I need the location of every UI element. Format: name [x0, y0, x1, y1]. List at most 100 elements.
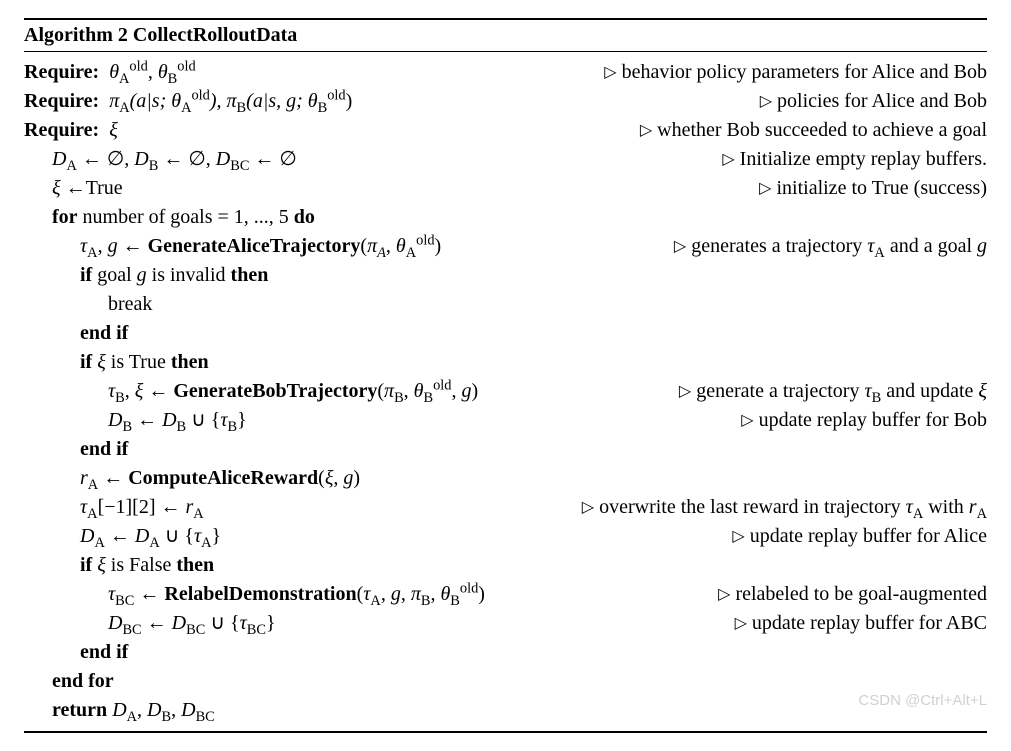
gen-alice: GenerateAliceTrajectory [148, 235, 361, 257]
gen-alice-comment-post: and a goal [885, 235, 977, 257]
arrow10: ← [110, 525, 130, 547]
algorithm-title: Algorithm 2 CollectRolloutData [24, 20, 987, 52]
g5: g [343, 467, 353, 489]
sub-a5: A [87, 245, 97, 261]
tau-b3: τ [220, 409, 227, 431]
sub-a14: A [149, 535, 159, 551]
sub-bc2: BC [115, 593, 134, 609]
gen-alice-comment-pre: generates a trajectory [691, 235, 867, 257]
ret-dbc: D [181, 699, 195, 721]
xi-true: True [86, 177, 123, 199]
sub-bc5: BC [247, 622, 266, 638]
g3: g [137, 264, 147, 286]
sub-b3: B [318, 100, 328, 116]
kw-require2: Require: [24, 90, 99, 112]
sym-pi-a: π [109, 90, 119, 112]
sub-a6: A [406, 245, 416, 261]
sym-xi3: ξ [97, 351, 106, 373]
cal-d-a: D [52, 148, 66, 170]
update-alice-comment: update replay buffer for Alice [750, 525, 987, 547]
update-abc-comment: update replay buffer for ABC [752, 612, 987, 634]
overwrite-pre: overwrite the last reward in trajectory [599, 496, 906, 518]
tri-icon9: ▷ [582, 499, 594, 516]
tri-icon7: ▷ [679, 383, 691, 400]
req2-args2: ), π [210, 90, 237, 112]
require-line-2: Require: πA(a|s; θAold), πB(a|s, g; θBol… [24, 87, 987, 116]
sub-b11: B [228, 419, 238, 435]
kw-endif2: end if [80, 438, 128, 460]
sub-a13: A [94, 535, 104, 551]
relabel-line: τBC ← RelabelDemonstration(τA, g, πB, θB… [24, 580, 987, 609]
break-line: break [24, 290, 987, 319]
init-buffers-comment: Initialize empty replay buffers. [740, 148, 987, 170]
sub-a2: A [119, 100, 129, 116]
sym-xi2: ξ [52, 177, 61, 199]
endif-1: end if [24, 319, 987, 348]
sub-a4: A [66, 158, 76, 174]
is-invalid: is invalid [147, 264, 226, 286]
init-buffers-line: DA ← ∅, DB ← ∅, DBC ← ∅ ▷ Initialize emp… [24, 145, 987, 174]
ret-sub-b: B [162, 709, 172, 725]
theta5: θ [440, 583, 450, 605]
req2-args3: (a|s, g; θ [246, 90, 317, 112]
dbc-update-line: DBC ← DBC ∪ {τBC} ▷ update replay buffer… [24, 609, 987, 638]
pi-a2: π [367, 235, 377, 257]
sym-xi: ξ [109, 119, 118, 141]
gen-bob-pre: generate a trajectory [696, 380, 864, 402]
title-prefix: Algorithm 2 [24, 24, 128, 46]
kw-require3: Require: [24, 119, 99, 141]
gen-alice-line: τA, g ← GenerateAliceTrajectory(πA, θAol… [24, 232, 987, 261]
sub-a15: A [201, 535, 211, 551]
sub-b6: B [394, 390, 404, 406]
gen-bob: GenerateBobTrajectory [173, 380, 377, 402]
arrow9: ← [161, 496, 181, 518]
sub-b12: B [421, 593, 431, 609]
is-true: is True [106, 351, 166, 373]
algorithm-block: Algorithm 2 CollectRolloutData Require: … [24, 18, 987, 733]
arrow8: ← [103, 467, 123, 489]
g1: g [108, 235, 118, 257]
cal-d-bc3: D [172, 612, 186, 634]
sub-b10: B [177, 419, 187, 435]
cup3: ∪ [210, 612, 225, 634]
endfor: end for [24, 667, 987, 696]
relabel: RelabelDemonstration [164, 583, 356, 605]
cal-d-a2: D [80, 525, 94, 547]
kw-for: for [52, 206, 78, 228]
compute-alice-line: rA ← ComputeAliceReward(ξ, g) [24, 464, 987, 493]
sub-a3: A [181, 100, 191, 116]
arrow11: ← [139, 583, 159, 605]
cal-d-bc2: D [108, 612, 122, 634]
tri-icon11: ▷ [718, 586, 730, 603]
sub-a11: A [913, 506, 923, 522]
sub-bc4: BC [186, 622, 205, 638]
endif-2: end if [24, 435, 987, 464]
tri-icon12: ▷ [735, 615, 747, 632]
if-goal-invalid-line: if goal g is invalid then [24, 261, 987, 290]
ret-sub-a: A [127, 709, 137, 725]
arrow2: ← [163, 148, 183, 170]
tau-b2: τ [864, 380, 871, 402]
relabel-comment: relabeled to be goal-augmented [735, 583, 987, 605]
r-a3: r [969, 496, 977, 518]
gen-bob-post: and update [881, 380, 978, 402]
kw-return: return [52, 699, 107, 721]
sym-xi5: ξ [978, 380, 987, 402]
ret-da: D [112, 699, 126, 721]
if-xi-false-line: if ξ is False then [24, 551, 987, 580]
tri-icon5: ▷ [759, 180, 771, 197]
tri-icon8: ▷ [741, 412, 753, 429]
tri-icon4: ▷ [722, 151, 734, 168]
sup-old3: old [191, 87, 209, 103]
sub-b: B [168, 71, 178, 87]
compute-alice: ComputeAliceReward [128, 467, 318, 489]
kw-if1: if [80, 264, 92, 286]
kw-then1: then [231, 264, 269, 286]
cal-d-b2: D [108, 409, 122, 431]
empty2: ∅ [188, 148, 205, 170]
gen-bob-line: τB, ξ ← GenerateBobTrajectory(πB, θBold,… [24, 377, 987, 406]
kw-require: Require: [24, 61, 99, 83]
algorithm-body: Require: θAold, θBold ▷ behavior policy … [24, 52, 987, 731]
tri-icon: ▷ [604, 64, 616, 81]
sub-b8: B [872, 390, 882, 406]
